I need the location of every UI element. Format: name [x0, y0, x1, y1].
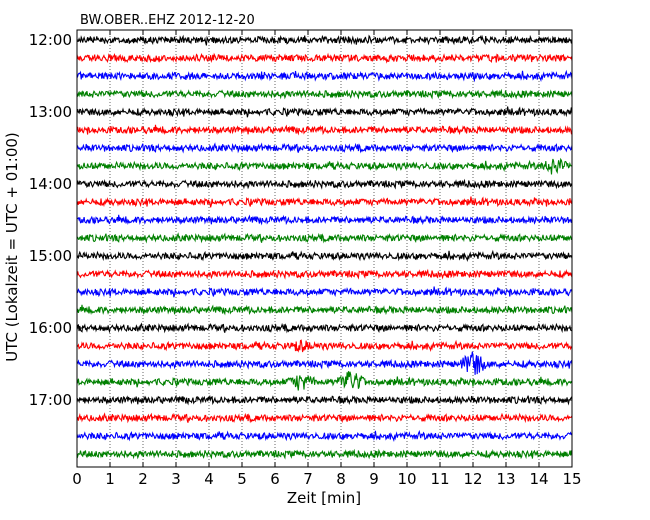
y-tick-label: 13:00	[29, 103, 72, 121]
trace-1630	[76, 351, 573, 375]
trace-1700	[76, 394, 573, 406]
x-tick-label: 3	[171, 470, 181, 488]
y-tick-label: 15:00	[29, 247, 72, 265]
y-tick-label: 12:00	[29, 31, 72, 49]
trace-1300	[76, 106, 573, 118]
plot-frame	[76, 29, 573, 468]
x-tick-label: 4	[204, 470, 214, 488]
x-tick-label: 9	[369, 470, 379, 488]
x-tick-label: 10	[397, 470, 416, 488]
y-axis-label: UTC (Lokalzeit = UTC + 01:00)	[3, 132, 21, 362]
trace-1530	[76, 286, 573, 298]
trace-1545	[76, 304, 573, 316]
trace-1600	[76, 322, 573, 334]
trace-1415	[76, 196, 573, 208]
x-tick-label: 15	[562, 470, 581, 488]
trace-1200	[76, 34, 573, 46]
x-tick-label: 8	[336, 470, 346, 488]
x-tick-label: 11	[430, 470, 449, 488]
trace-1715	[76, 412, 573, 424]
y-tick-label: 17:00	[29, 391, 72, 409]
x-tick-label: 2	[138, 470, 148, 488]
x-axis-label: Zeit [min]	[287, 489, 361, 507]
trace-1245	[76, 88, 573, 100]
x-tick-label: 5	[237, 470, 247, 488]
x-tick-label: 1	[105, 470, 115, 488]
y-tick-label: 16:00	[29, 319, 72, 337]
plot-area: 0 1 2 3 4 5 6 7 8 9 10 11 12 13 14 1512:0013:0014:0015:…	[29, 29, 582, 488]
chart-title: BW.OBER..EHZ 2012-12-20	[80, 13, 255, 28]
x-tick-label: 0	[72, 470, 82, 488]
trace-1215	[76, 52, 573, 64]
trace-1345	[76, 157, 573, 175]
trace-1330	[76, 142, 573, 154]
x-tick-label: 7	[303, 470, 313, 488]
trace-1430	[76, 214, 573, 226]
trace-1230	[76, 69, 573, 83]
trace-1400	[76, 178, 573, 190]
trace-1645	[76, 371, 573, 391]
trace-1745	[76, 448, 573, 460]
trace-1500	[76, 249, 573, 263]
y-tick-label: 14:00	[29, 175, 72, 193]
x-tick-label: 14	[529, 470, 548, 488]
x-tick-label: 13	[496, 470, 515, 488]
x-tick-label: 6	[270, 470, 280, 488]
trace-1730	[76, 429, 573, 443]
trace-1315	[76, 124, 573, 136]
x-tick-label: 12	[463, 470, 482, 488]
trace-1515	[76, 268, 573, 280]
trace-1445	[76, 232, 573, 244]
trace-1615	[76, 339, 573, 353]
